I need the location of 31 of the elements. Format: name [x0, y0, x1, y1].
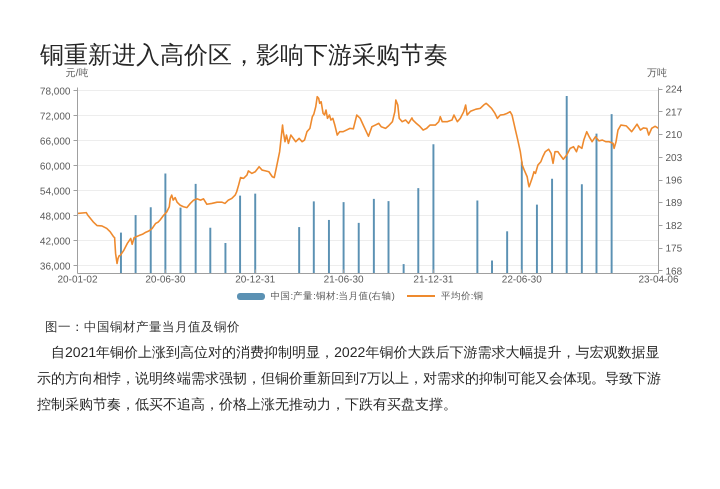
y2-tick-label: 189: [666, 198, 683, 210]
x-tick-label: 20-01-02: [57, 274, 98, 286]
chart-title: 铜重新进入高价区，影响下游采购节奏: [40, 41, 448, 69]
y2-tick-label: 224: [666, 84, 683, 96]
legend-label: 中国:产量:铜材:当月值(右轴): [270, 290, 395, 302]
legend-label: 平均价:铜: [440, 290, 484, 302]
y-tick-label: 48,000: [40, 211, 71, 222]
text: 图一：中国铜材产量当月值及铜价: [45, 319, 240, 335]
y-tick-label: 66,000: [40, 136, 71, 148]
y2-tick-label: 175: [666, 244, 683, 255]
y2-axis-title: 万吨: [646, 67, 668, 80]
y-tick-label: 36,000: [40, 261, 71, 272]
x-tick-label: 22-06-30: [502, 274, 542, 286]
y2-tick-label: 182: [666, 220, 683, 232]
x-tick-label: 21-12-31: [413, 274, 454, 286]
x-tick-label: 21-06-30: [324, 274, 364, 286]
x-tick-label: 23-04-06: [638, 274, 679, 286]
y2-tick-label: 217: [666, 107, 683, 118]
y2-tick-label: 210: [666, 130, 683, 142]
y-tick-label: 42,000: [40, 236, 71, 248]
line-series: [78, 96, 658, 264]
y-axis-title: 元/吨: [64, 67, 90, 80]
text: 自2021年铜价上涨到高位对的消费抑制明显，2022年铜价大跌后下游需求大幅提升，与宏观数据显示的方向相悖，说明终端需求强韧，但铜价重新回到7万以上，对需求的抑制可能又会体现。导致下游控制采购节奏，低买不追高，价格上涨无推动力，下跌有买盘支撑。: [37, 343, 662, 414]
y-tick-label: 54,000: [40, 186, 71, 198]
y-tick-label: 60,000: [40, 161, 71, 172]
y2-tick-label: 203: [666, 152, 683, 164]
x-tick-label: 20-12-31: [235, 274, 276, 286]
x-tick-label: 20-06-30: [145, 274, 186, 286]
y2-tick-label: 196: [666, 176, 683, 187]
y-tick-label: 78,000: [40, 86, 71, 98]
y-tick-label: 72,000: [40, 111, 71, 122]
